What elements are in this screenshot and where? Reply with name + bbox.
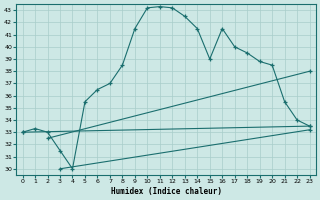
X-axis label: Humidex (Indice chaleur): Humidex (Indice chaleur) <box>111 187 221 196</box>
